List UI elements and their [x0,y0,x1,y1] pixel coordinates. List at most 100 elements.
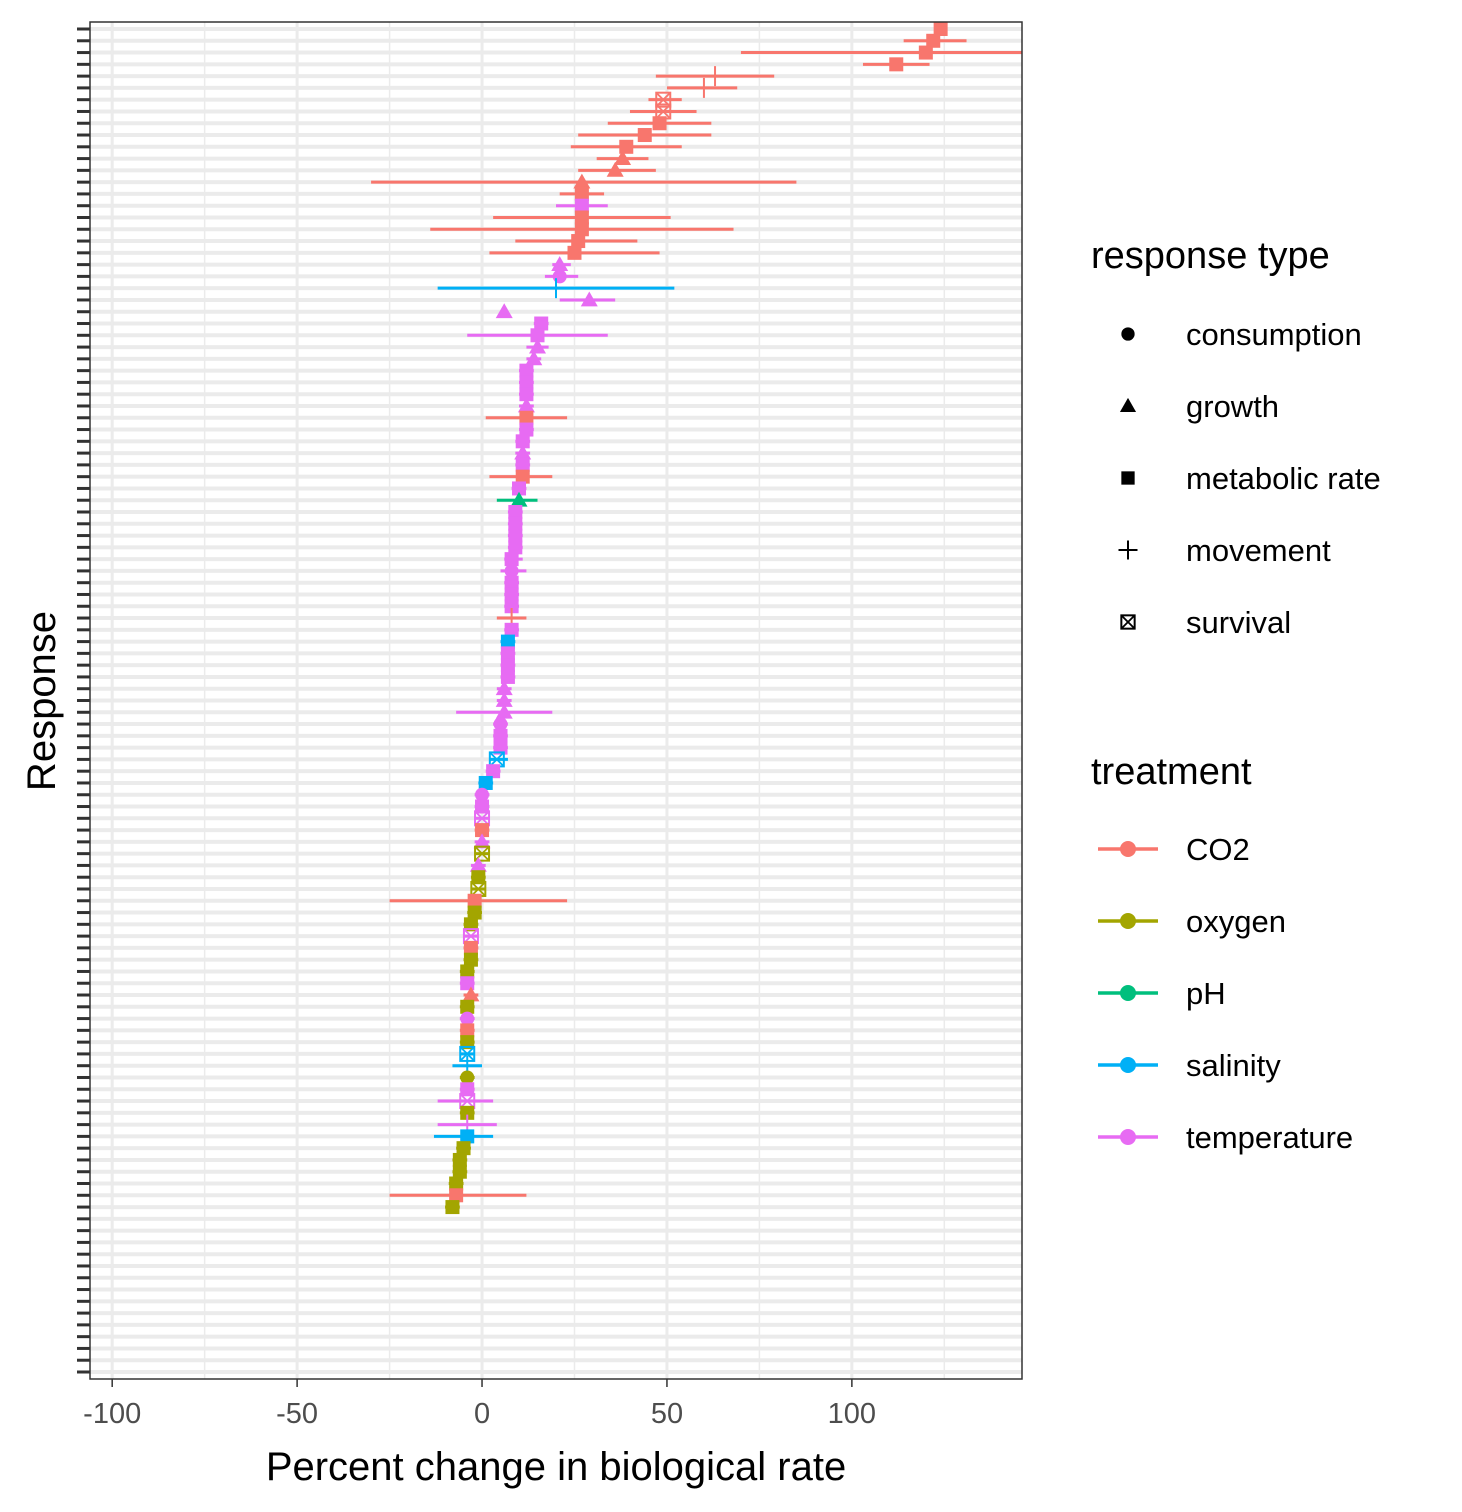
data-point [496,491,538,507]
data-point [459,1035,475,1050]
data-point [519,363,534,378]
data-point [933,22,948,36]
data-point [452,1164,468,1179]
marker-triangle [495,303,513,319]
legend-color-label: salinity [1186,1048,1281,1083]
marker-square [500,646,515,661]
data-point [903,33,967,48]
legend-shape-entry: movement [1118,533,1331,568]
data-point [389,893,568,908]
marker-square [460,1082,475,1097]
marker-square [1121,471,1135,485]
data-point [463,917,479,932]
marker-circle [460,1070,475,1085]
marker-square [467,893,482,908]
data-point [500,563,527,578]
legend-color-dot [1120,985,1136,1001]
data-point [485,410,568,425]
data-point [515,434,531,449]
legend-color-items: CO2 oxygen pH salinity temperature [1098,832,1353,1155]
marker-cross-b [459,1046,475,1062]
data-point [469,856,487,872]
marker-square [534,316,549,331]
marker-square [500,658,515,673]
legend-response-type: response type consumption growth metabolic… [1091,235,1381,640]
data-point [515,234,638,249]
marker-square [475,799,490,814]
data-point [478,775,494,790]
marker-square [504,622,519,637]
marker-square [493,728,508,743]
marker-cross-b [489,751,505,768]
marker-square [460,976,475,991]
data-point [459,976,475,991]
legend-shape-label: metabolic rate [1186,461,1381,496]
axis-layer: -100 -50 0 50 100 [77,27,876,1430]
data-point [474,787,490,802]
data-point [666,77,738,98]
marker-square [445,1200,460,1215]
legend-color-entry: pH [1098,976,1226,1011]
marker-square [508,516,523,531]
marker-triangle [517,397,535,413]
marker-square [889,57,904,72]
x-tick-label: 100 [828,1398,876,1430]
marker-square [512,481,527,496]
marker-square [460,1035,475,1050]
data-point [559,291,616,307]
marker-square [500,634,515,649]
marker-square [460,1105,475,1120]
marker-square [471,870,486,885]
data-point [655,66,775,87]
marker-square [519,410,534,425]
marker-cross-b [474,846,490,862]
marker-square [530,328,545,343]
marker-square [652,116,667,131]
marker-cross-b [459,1093,475,1109]
marker-circle [504,563,519,578]
marker-cross-b [655,103,671,120]
data-point [515,457,531,472]
legend-color-dot [1120,841,1136,857]
marker-square-cross [474,845,491,862]
data-point [519,375,534,390]
data-point [470,870,486,885]
data-point [430,222,734,237]
data-point [485,764,501,779]
marker-square [519,375,534,390]
marker-square [493,740,508,755]
legend-treatment: treatment CO2 oxygen pH salinity temperature [1091,751,1353,1155]
marker-triangle [514,444,532,460]
marker-square [619,139,634,154]
legend-shape-label: movement [1186,533,1331,568]
data-point [493,728,508,743]
data-point [504,599,520,614]
legend-color-entry: temperature [1098,1120,1353,1155]
data-point [629,103,697,120]
marker-square [508,528,523,543]
data-point [500,646,516,661]
marker-square [571,234,586,249]
marker-triangle [551,256,569,271]
data-point [456,1141,471,1156]
data-point [525,350,543,366]
marker-circle [493,717,508,732]
data-point [519,422,534,437]
data-point [467,328,608,343]
marker-cross-b [1120,614,1136,630]
data-point [504,622,520,637]
data-point [493,717,508,732]
marker-triangle [495,703,513,719]
marker-square [486,764,501,779]
marker-square [519,363,534,378]
data-point [473,833,491,849]
marker-square [515,457,530,472]
data-point [504,587,520,602]
x-tick-label: -50 [276,1398,318,1430]
data-point [459,1070,475,1085]
marker-square [467,905,482,920]
marker-square [449,1188,464,1203]
data-point [495,303,513,319]
data-point [459,964,475,979]
marker-triangle [606,161,624,177]
